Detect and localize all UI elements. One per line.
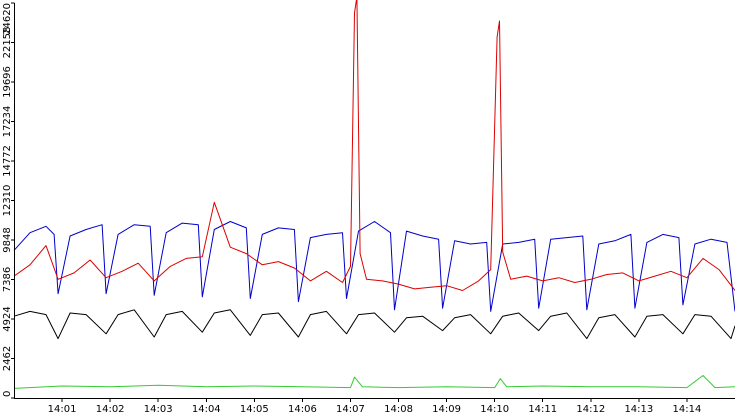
x-tick-label: 14:10 — [480, 404, 509, 415]
x-tick-label: 14:07 — [336, 404, 365, 415]
x-tick-label: 14:02 — [96, 404, 125, 415]
y-tick-label: 9848 — [2, 227, 13, 252]
x-tick-label: 14:12 — [576, 404, 605, 415]
y-tick-label: 4924 — [2, 306, 13, 331]
x-tick-label: 14:09 — [432, 404, 461, 415]
y-tick-label: 12310 — [2, 185, 13, 217]
y-tick-label: 2462 — [2, 346, 13, 371]
x-tick-label: 14:08 — [384, 404, 413, 415]
series-line-2 — [13, 0, 735, 291]
x-tick-labels: 14:01 14:02 14:03 14:04 14:05 14:06 14:07 14:08… — [48, 398, 702, 415]
x-tick-label: 14:04 — [192, 404, 221, 415]
y-tick-label: 19696 — [2, 66, 13, 98]
y-tick-label: 22158 — [2, 27, 13, 59]
y-tick-labels: 0 2462 4924 7386 9848 12310 14772 17234 19696 221… — [2, 2, 15, 399]
y-tick-label: 14772 — [2, 145, 13, 177]
x-tick-label: 14:13 — [624, 404, 653, 415]
x-tick-label: 14:03 — [144, 404, 173, 415]
x-tick-label: 14:06 — [288, 404, 317, 415]
series-line-4 — [13, 375, 735, 389]
x-tick-label: 14:14 — [673, 404, 702, 415]
x-tick-label: 14:01 — [48, 404, 77, 415]
series-line-3 — [13, 309, 735, 340]
y-tick-label: 0 — [2, 391, 13, 397]
series-layer — [13, 0, 735, 389]
x-tick-label: 14:11 — [528, 404, 557, 415]
series-line-1 — [13, 221, 735, 312]
x-tick-label: 14:05 — [240, 404, 269, 415]
y-tick-label: 24620 — [2, 3, 13, 35]
y-tick-label: 17234 — [2, 106, 13, 138]
y-tick-label: 7386 — [2, 267, 13, 292]
